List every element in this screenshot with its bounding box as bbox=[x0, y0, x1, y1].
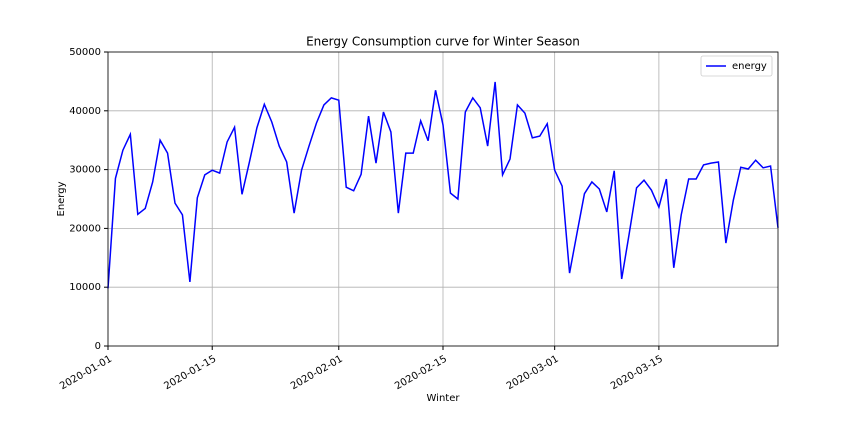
y-tick-label: 10000 bbox=[69, 282, 101, 293]
x-axis-label: Winter bbox=[427, 393, 461, 404]
y-tick-label: 0 bbox=[95, 341, 101, 352]
x-tick-label: 2020-01-15 bbox=[162, 354, 218, 393]
plot-frame bbox=[107, 51, 779, 347]
y-tick-label: 20000 bbox=[69, 223, 101, 234]
legend: energy bbox=[700, 55, 773, 77]
line bbox=[107, 81, 779, 289]
y-tick-label: 30000 bbox=[69, 165, 101, 176]
x-tick-label: 2020-02-15 bbox=[393, 354, 449, 393]
x-tick-label: 2020-03-01 bbox=[505, 354, 561, 393]
y-axis-label: Energy bbox=[56, 181, 67, 216]
x-tick-label: 2020-01-01 bbox=[58, 354, 114, 393]
y-tick-label: 50000 bbox=[69, 47, 101, 58]
y-tick-label: 40000 bbox=[69, 106, 101, 117]
x-tick-label: 2020-03-15 bbox=[609, 354, 665, 393]
x-tick-label: 2020-02-01 bbox=[289, 354, 345, 393]
legend-box bbox=[700, 55, 773, 77]
legend-label: energy bbox=[732, 61, 767, 72]
chart-title: Energy Consumption curve for Winter Seas… bbox=[306, 35, 580, 49]
